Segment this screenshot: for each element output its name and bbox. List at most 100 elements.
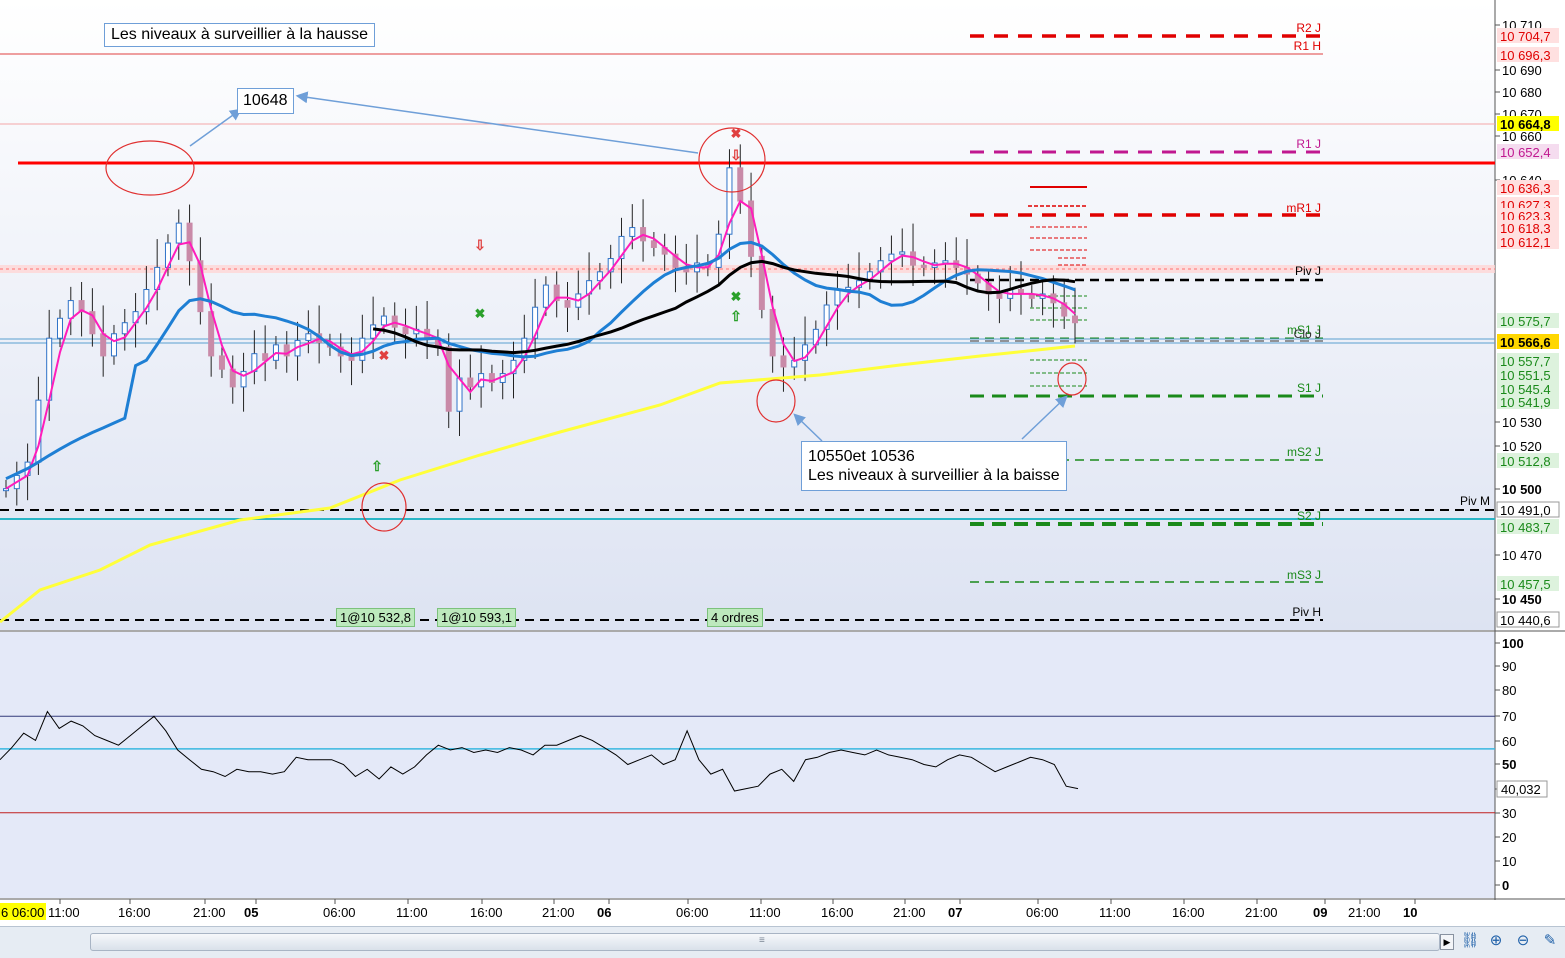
zoom-out-icon[interactable]: ⊖ [1516,932,1530,949]
candle-body [996,293,1003,299]
candle-body [218,355,225,370]
candle-body [110,333,117,357]
price-label: 10 551,5 [1500,368,1551,383]
fast-ma-line [5,199,1076,490]
price-label-bg [1497,47,1559,62]
candle-body [737,167,744,202]
candle-body [283,344,290,357]
split-view-icon[interactable]: ⛓ [1460,932,1480,949]
rsi-tick-label: 0 [1502,878,1509,893]
y-tick-label: 10 690 [1502,63,1542,78]
candle-body [89,311,96,335]
rsi-tick-label: 20 [1502,830,1516,845]
price-label-bg [1497,519,1559,534]
price-label: 10 575,7 [1500,314,1551,329]
candle-body [240,370,247,388]
candle-body [748,200,755,257]
level-label: mS2 J [1287,445,1321,459]
y-tick-label: 10 660 [1502,129,1542,144]
annotation-circle [361,482,407,532]
candle-body [143,289,150,313]
candle-body [1072,315,1078,324]
level-label: Piv M [1460,494,1490,508]
downside-levels-note: 10550et 10536 Les niveaux à surveillier … [801,441,1067,491]
price-label-bg [1497,334,1559,349]
price-panel-bg [0,0,1495,630]
candle-body [380,315,387,326]
price-label-bg [1497,28,1559,43]
x-tick-label: 11:00 [1099,905,1131,920]
rsi-tick-label: 30 [1502,806,1516,821]
price-label-bg [1497,116,1559,131]
candle-body [197,260,204,313]
price-label-bg [1497,576,1559,591]
signal-x-icon: ✖ [731,289,742,304]
signal-x-icon: ✖ [475,306,486,321]
rsi-tick-label: 60 [1502,734,1516,749]
candle-body [1061,302,1068,317]
x-tick-label: 21:00 [1245,905,1278,920]
x-tick-label: 6 06:00 [1,905,44,920]
properties-icon[interactable]: ✎ [1543,932,1557,949]
candle-body [726,167,733,235]
price-label: 10 545,4 [1500,382,1551,397]
x-start-bg [0,903,46,920]
candle-body [629,227,636,237]
price-label: 10 440,6 [1500,613,1551,628]
rsi-line [0,710,1079,792]
candle-body [899,251,906,255]
candle-body [262,353,269,361]
rsi-current-bg [1496,780,1548,798]
price-label-bg [1497,234,1559,249]
price-label-bg [1497,144,1559,159]
x-tick-label: 21:00 [542,905,575,920]
annotation-arrow [295,91,699,154]
level-label: mS3 J [1287,568,1321,582]
candle-body [780,355,787,368]
candle-body [370,324,377,339]
upside-levels-note: Les niveaux à surveillier à la hausse [104,23,376,47]
candle-body [121,322,128,335]
candle-body [650,240,657,248]
annotation-circle [756,379,796,423]
annotation-arrow [189,108,242,147]
x-tick-label: 11:00 [48,905,80,920]
candle-body [510,359,517,375]
annotation-circle [1057,362,1087,396]
rsi-tick-label: 10 [1502,854,1516,869]
order-tag[interactable]: 4 ordres [707,608,763,627]
candle-body [542,284,549,308]
mid-ma-line [5,240,1076,481]
x-tick-label: 05 [244,905,258,920]
y-tick-label: 10 470 [1502,548,1542,563]
y-tick-label: 10 450 [1502,592,1542,607]
price-label: 10 541,9 [1500,395,1551,410]
rsi-current-label: 40,032 [1501,782,1541,797]
y-tick-label: 10 680 [1502,85,1542,100]
zoom-fit-icon[interactable]: ⊕ [1489,932,1503,949]
level-label: Piv H [1292,605,1321,619]
signal-x-icon: ✖ [379,348,390,363]
x-tick-label: 07 [948,905,962,920]
x-tick-label: 06:00 [676,905,709,920]
x-tick-label: 06:00 [1026,905,1059,920]
rsi-tick-label: 90 [1502,659,1516,674]
candle-body [672,253,679,268]
signal-arrow-icon: ⇧ [371,458,383,474]
scroll-right-icon[interactable]: ▶ [1440,934,1454,950]
order-tag[interactable]: 1@10 593,1 [437,608,517,627]
signal-x-icon: ✖ [731,126,742,141]
price-label-bg [1497,208,1559,223]
order-tag[interactable]: 1@10 532,8 [336,608,416,627]
scroll-thumb[interactable]: ≡ [90,933,1440,951]
level-label: S2 J [1297,509,1321,523]
price-label: 10 612,1 [1500,235,1551,250]
signal-arrow-icon: ⇩ [474,237,486,253]
x-tick-label: 16:00 [1172,905,1205,920]
x-tick-label: 16:00 [118,905,151,920]
y-tick-label: 10 500 [1502,482,1542,497]
candle-body [100,333,107,357]
horizontal-scrollbar[interactable]: ≡ ▶ ⛓ ⊕ ⊖ ✎ [0,926,1565,958]
